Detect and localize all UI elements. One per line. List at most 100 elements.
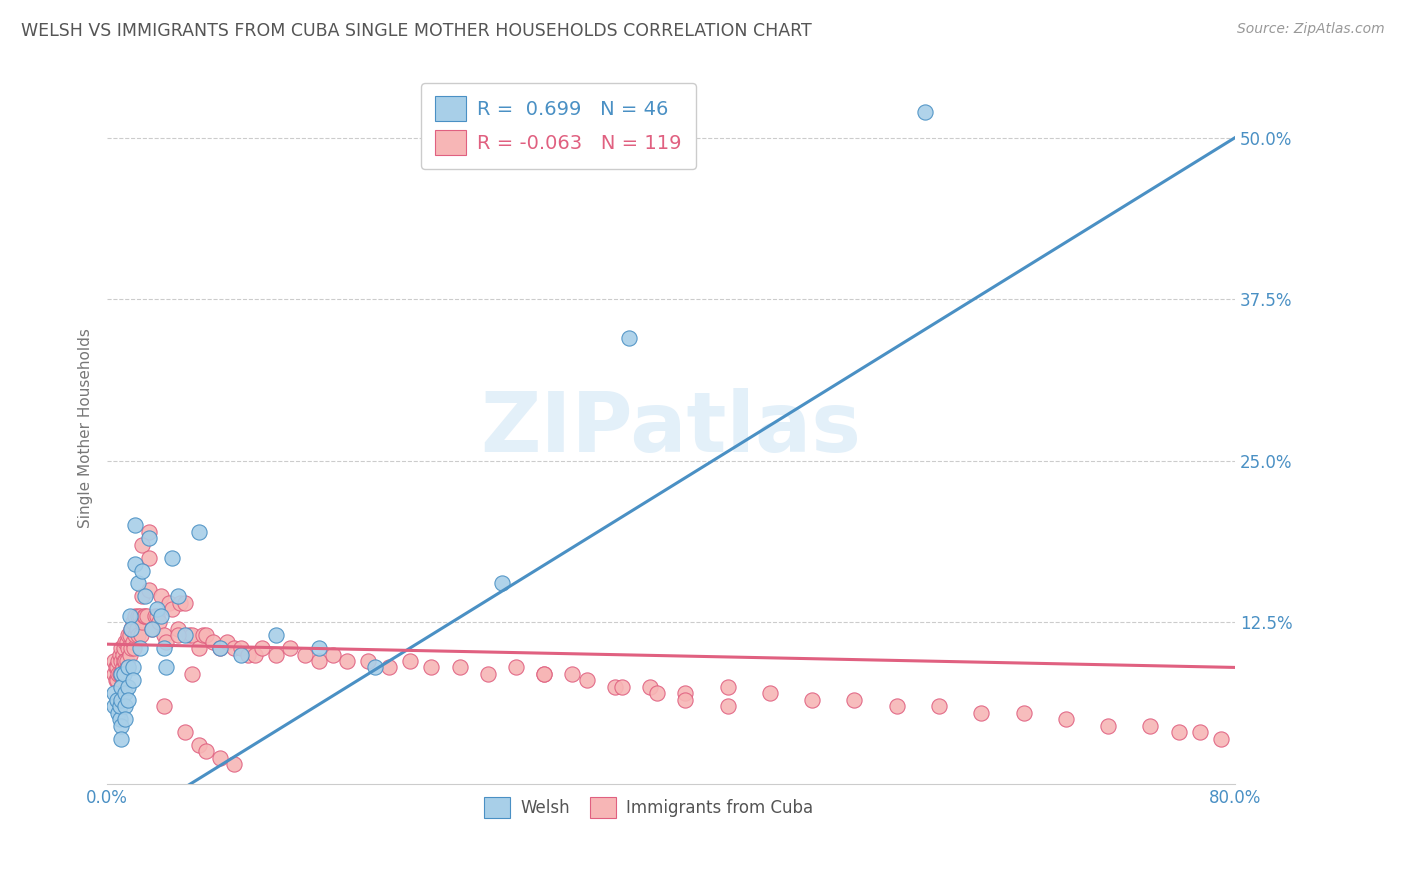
Point (148, 615, 170, 630)
Point (110, 666, 132, 681)
Point (308, 641, 330, 656)
Point (603, 680, 626, 694)
Point (801, 692, 824, 706)
Point (108, 699, 131, 714)
Point (141, 622, 163, 636)
Point (194, 628, 217, 642)
Point (149, 590, 172, 604)
Point (322, 648, 344, 662)
Point (128, 608, 150, 623)
Point (673, 686, 696, 700)
Point (187, 738, 209, 752)
Point (134, 608, 156, 623)
Point (914, 104, 936, 119)
Point (491, 576, 513, 591)
Point (141, 622, 163, 636)
Point (112, 641, 135, 656)
Point (107, 706, 129, 720)
Point (103, 699, 125, 714)
Point (104, 660, 127, 674)
Point (121, 660, 143, 674)
Point (155, 660, 177, 674)
Point (114, 634, 136, 648)
Point (1054, 712, 1077, 726)
Point (533, 666, 555, 681)
Point (173, 725, 195, 739)
Point (673, 692, 696, 706)
Point (112, 654, 135, 668)
Point (844, 692, 866, 706)
Point (117, 660, 139, 674)
Point (505, 660, 527, 674)
Point (152, 641, 174, 656)
Point (110, 680, 132, 694)
Point (103, 686, 125, 700)
Point (222, 757, 245, 772)
Point (138, 550, 160, 565)
Point (166, 590, 188, 604)
Point (222, 641, 245, 656)
Point (124, 557, 146, 571)
Point (245, 648, 267, 662)
Point (266, 628, 288, 642)
Point (252, 641, 274, 656)
Point (125, 622, 148, 636)
Point (194, 744, 217, 758)
Point (115, 654, 138, 668)
Point (143, 608, 166, 623)
Point (155, 634, 177, 648)
Point (110, 641, 132, 656)
Point (166, 622, 188, 636)
Point (638, 680, 661, 694)
Point (152, 628, 174, 642)
Point (128, 641, 150, 656)
Point (110, 666, 132, 681)
Point (127, 628, 149, 642)
Point (378, 660, 401, 674)
Point (114, 654, 136, 668)
Text: Source: ZipAtlas.com: Source: ZipAtlas.com (1237, 22, 1385, 37)
Y-axis label: Single Mother Households: Single Mother Households (79, 328, 93, 528)
Legend: Welsh, Immigrants from Cuba: Welsh, Immigrants from Cuba (477, 790, 820, 825)
Point (208, 751, 231, 765)
Point (138, 582, 160, 597)
Point (1097, 718, 1119, 732)
Point (110, 718, 132, 732)
Point (117, 641, 139, 656)
Point (160, 550, 183, 565)
Point (127, 576, 149, 591)
Point (131, 615, 153, 630)
Point (617, 331, 640, 345)
Point (131, 538, 153, 552)
Point (294, 648, 316, 662)
Point (215, 634, 238, 648)
Point (110, 692, 132, 706)
Point (110, 692, 132, 706)
Point (1209, 731, 1232, 746)
Point (229, 648, 252, 662)
Point (149, 608, 172, 623)
Point (152, 699, 174, 714)
Point (107, 654, 129, 668)
Point (169, 596, 191, 610)
Point (180, 628, 202, 642)
Point (131, 564, 153, 578)
Point (103, 654, 125, 668)
Point (716, 680, 738, 694)
Point (187, 524, 209, 539)
Point (121, 615, 143, 630)
Point (108, 712, 131, 726)
Point (145, 602, 167, 616)
Point (111, 648, 134, 662)
Point (121, 634, 143, 648)
Point (110, 731, 132, 746)
Point (970, 706, 993, 720)
Point (160, 602, 183, 616)
Point (364, 660, 387, 674)
Point (357, 654, 380, 668)
Point (157, 596, 180, 610)
Point (127, 608, 149, 623)
Point (131, 590, 153, 604)
Text: WELSH VS IMMIGRANTS FROM CUBA SINGLE MOTHER HOUSEHOLDS CORRELATION CHART: WELSH VS IMMIGRANTS FROM CUBA SINGLE MOT… (21, 22, 811, 40)
Point (124, 518, 146, 533)
